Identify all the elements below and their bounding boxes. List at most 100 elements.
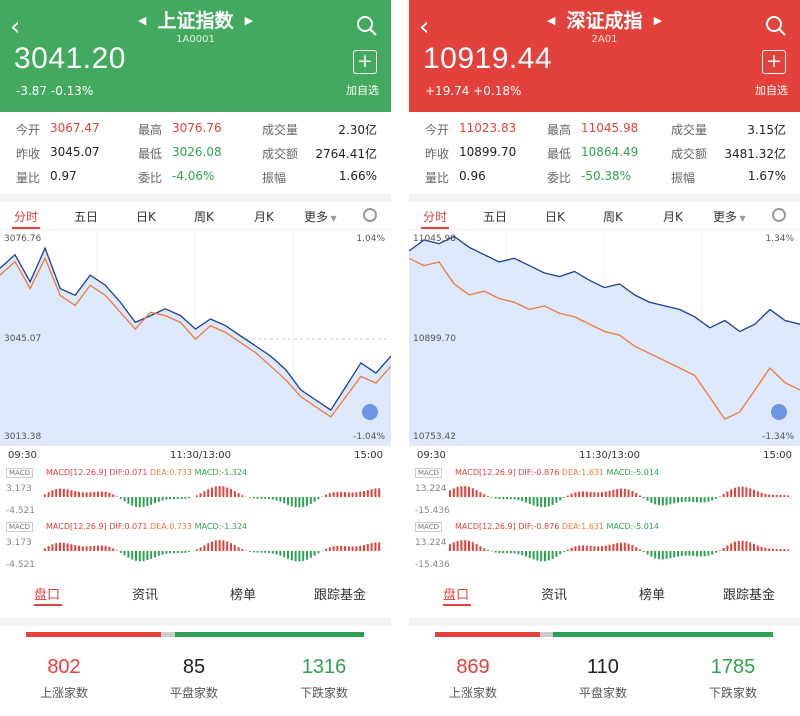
macd-bar	[658, 551, 660, 560]
macd-down-value: -15.436	[415, 506, 450, 516]
macd-bar	[332, 546, 335, 551]
next-index-icon[interactable]: ▶	[244, 14, 254, 27]
tab-tracking-funds[interactable]: 跟踪基金	[723, 588, 776, 603]
average-line	[409, 257, 800, 421]
macd-bar	[150, 497, 153, 505]
macd-bar	[494, 497, 497, 499]
macd-bar	[479, 492, 482, 497]
macd-bar	[760, 546, 763, 551]
macd-bar	[490, 551, 493, 552]
tab-weekly-k[interactable]: 周K	[194, 210, 214, 224]
tab-monthly-k[interactable]: 月K	[663, 210, 683, 224]
macd-selector[interactable]: MACD	[6, 522, 33, 532]
macd-bar	[559, 497, 562, 501]
macd-bar	[642, 497, 645, 499]
macd-bar	[119, 497, 122, 499]
next-index-icon[interactable]: ▶	[653, 14, 663, 27]
axis-bottom-value: 3013.38	[4, 432, 42, 442]
macd-selector[interactable]: MACD	[6, 468, 33, 478]
macd-selector[interactable]: MACD	[415, 522, 442, 532]
macd-bar	[616, 543, 619, 551]
macd-value: MACD:-5.014	[606, 522, 660, 531]
search-icon[interactable]	[764, 14, 788, 38]
bottom-section: 盘口 资讯 榜单 跟踪基金 802 85 1316 上涨家数 平盘家数 下跌家数	[0, 576, 391, 716]
macd-bar	[283, 551, 286, 558]
macd-bar	[275, 497, 278, 501]
macd-bar	[483, 548, 486, 551]
tab-five-day[interactable]: 五日	[74, 210, 99, 224]
macd-bar	[612, 543, 615, 551]
tab-more[interactable]: 更多 ▼	[713, 208, 746, 225]
macd-bar	[336, 491, 339, 497]
settings-gear-icon[interactable]	[772, 208, 786, 222]
index-panel-shenzhen: ‹ ◀ 深证成指 ▶ 2A01 10919.44 +19.74 +0.18% +…	[409, 0, 800, 716]
intraday-chart[interactable]	[0, 232, 391, 446]
macd-bar	[718, 496, 721, 497]
add-watchlist-button[interactable]: +	[762, 50, 786, 74]
macd-bar	[635, 547, 638, 551]
macd-bar	[707, 497, 710, 502]
chart-period-tabs: 分时 五日 日K 周K 月K 更多 ▼	[0, 202, 391, 230]
volume-value: 2.30亿	[338, 123, 377, 137]
tab-order-book[interactable]: 盘口	[443, 588, 470, 603]
macd-histogram	[449, 540, 790, 562]
macd-bar	[195, 495, 198, 497]
tab-daily-k[interactable]: 日K	[545, 210, 565, 224]
macd-bar	[317, 551, 320, 554]
add-watchlist-label[interactable]: 加自选	[346, 84, 379, 97]
tab-five-day[interactable]: 五日	[483, 210, 508, 224]
add-watchlist-label[interactable]: 加自选	[755, 84, 788, 97]
macd-bar	[279, 497, 282, 502]
fullscreen-icon[interactable]	[771, 404, 787, 420]
macd-bar	[260, 551, 263, 553]
macd-panel-1: MACD MACD[12.26.9] DIF:-0.876 DEA:1.631 …	[409, 464, 800, 516]
search-icon[interactable]	[355, 14, 379, 38]
tab-rankings[interactable]: 榜单	[639, 588, 666, 603]
time-start: 09:30	[417, 450, 446, 461]
chevron-down-icon: ▼	[328, 214, 337, 223]
macd-bar	[502, 551, 505, 554]
intraday-chart[interactable]	[409, 232, 800, 446]
tab-rankings[interactable]: 榜单	[230, 588, 257, 603]
macd-bar	[366, 544, 369, 551]
macd-bar	[661, 497, 664, 506]
macd-bar	[188, 551, 191, 553]
back-icon[interactable]: ‹	[10, 12, 21, 42]
prev-index-icon[interactable]: ◀	[546, 14, 556, 27]
macd-selector[interactable]: MACD	[415, 468, 442, 478]
tab-daily-k[interactable]: 日K	[136, 210, 156, 224]
tab-intraday[interactable]: 分时	[423, 210, 448, 224]
tab-news[interactable]: 资讯	[132, 588, 159, 603]
macd-bar	[332, 492, 335, 497]
macd-legend: MACD[12.26.9] DIF:-0.876 DEA:1.631 MACD:…	[455, 522, 659, 531]
tab-monthly-k[interactable]: 月K	[254, 210, 274, 224]
add-watchlist-button[interactable]: +	[353, 50, 377, 74]
settings-gear-icon[interactable]	[363, 208, 377, 222]
macd-bar	[43, 494, 46, 497]
macd-bar	[665, 551, 668, 560]
prev-index-icon[interactable]: ◀	[137, 14, 147, 27]
macd-bar	[715, 551, 717, 553]
macd-bar	[127, 497, 130, 504]
macd-bar	[540, 497, 543, 508]
commission-ratio-label: 委比	[138, 171, 163, 185]
tab-more[interactable]: 更多 ▼	[304, 208, 337, 225]
macd-bar	[589, 545, 592, 551]
fall-count-label: 下跌家数	[299, 686, 348, 700]
macd-bar	[718, 550, 721, 551]
tab-news[interactable]: 资讯	[541, 588, 568, 603]
open-value: 11023.83	[459, 121, 517, 135]
tab-tracking-funds[interactable]: 跟踪基金	[314, 588, 367, 603]
tab-order-book[interactable]: 盘口	[34, 588, 61, 603]
macd-bar	[753, 543, 755, 551]
macd-bar	[563, 551, 565, 552]
macd-bar	[734, 487, 736, 497]
macd-bar	[294, 497, 297, 508]
macd-bar	[449, 490, 451, 497]
tab-intraday[interactable]: 分时	[14, 210, 39, 224]
back-icon[interactable]: ‹	[419, 12, 430, 42]
fullscreen-icon[interactable]	[362, 404, 378, 420]
tab-weekly-k[interactable]: 周K	[603, 210, 623, 224]
macd-bar	[730, 543, 733, 551]
macd-bar	[203, 545, 206, 551]
